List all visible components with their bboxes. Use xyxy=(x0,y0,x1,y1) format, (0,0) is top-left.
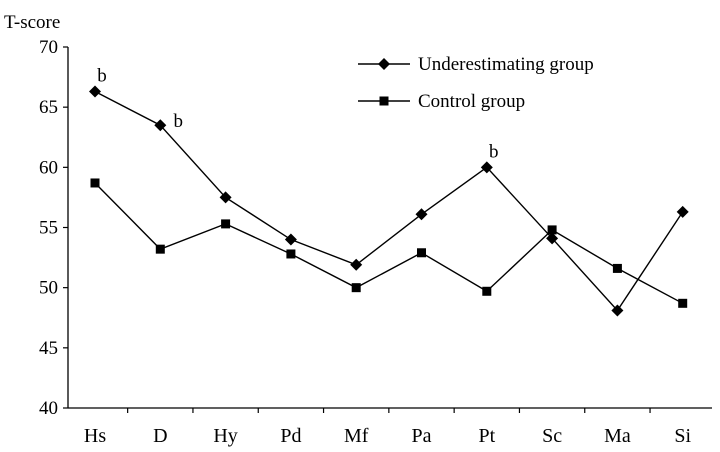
data-point-square xyxy=(547,225,557,235)
data-point-square xyxy=(155,244,165,254)
annotations: b b b xyxy=(97,66,498,163)
data-point-diamond xyxy=(284,233,297,246)
data-point-diamond xyxy=(546,232,559,245)
data-point-square xyxy=(221,219,231,229)
data-point-diamond xyxy=(415,208,428,221)
data-point-diamond xyxy=(480,161,493,174)
data-point-square xyxy=(612,263,622,273)
legend-label: Underestimating group xyxy=(418,54,594,75)
data-point-diamond xyxy=(154,119,167,132)
legend-marker-diamond xyxy=(378,58,390,70)
annotation-label: b xyxy=(174,111,184,132)
data-point-square xyxy=(286,249,296,259)
legend-item: Underestimating group xyxy=(358,54,594,75)
legend-label: Control group xyxy=(418,91,525,112)
legend-marker-square xyxy=(379,96,389,106)
y-tick-labels: 40 45 50 55 60 65 70 xyxy=(39,37,58,419)
series-line xyxy=(94,90,684,312)
axes xyxy=(63,46,712,413)
y-tick-label: 55 xyxy=(39,218,58,239)
series-1 xyxy=(89,85,689,317)
y-tick-label: 70 xyxy=(39,37,58,58)
legend-item: Control group xyxy=(358,91,525,112)
data-point-square xyxy=(351,283,361,293)
x-tick-label: Pa xyxy=(412,425,432,447)
annotation-label: b xyxy=(489,141,499,162)
x-tick-labels: Hs D Hy Pd Mf Pa Pt Sc Ma Si xyxy=(84,425,692,447)
series-line xyxy=(94,182,684,304)
y-tick-label: 65 xyxy=(39,97,58,118)
x-tick-label: D xyxy=(153,425,167,447)
y-tick-label: 50 xyxy=(39,278,58,299)
y-axis-title: T-score xyxy=(4,12,60,33)
y-tick-label: 40 xyxy=(39,398,58,419)
x-tick-label: Hs xyxy=(84,425,106,447)
x-tick-label: Pd xyxy=(280,425,301,447)
x-tick-label: Hy xyxy=(213,425,237,447)
data-point-square xyxy=(417,248,426,258)
x-tick-label: Si xyxy=(674,425,691,447)
y-tick-label: 60 xyxy=(39,157,58,178)
y-tick-label: 45 xyxy=(39,338,58,359)
x-tick-label: Pt xyxy=(478,425,495,447)
x-tick-label: Mf xyxy=(344,425,369,447)
legend: Underestimating group Control group xyxy=(358,54,594,112)
data-point-diamond xyxy=(219,191,232,204)
data-series xyxy=(89,85,689,317)
data-point-square xyxy=(90,178,100,188)
data-point-square xyxy=(482,286,492,296)
annotation-label: b xyxy=(97,66,107,87)
data-point-diamond xyxy=(611,304,624,317)
series-2 xyxy=(90,178,688,308)
x-tick-label: Ma xyxy=(604,425,631,447)
data-point-diamond xyxy=(350,258,363,271)
x-tick-label: Sc xyxy=(542,425,562,447)
data-point-diamond xyxy=(89,85,101,98)
data-point-square xyxy=(678,298,688,308)
data-point-diamond xyxy=(676,205,689,218)
